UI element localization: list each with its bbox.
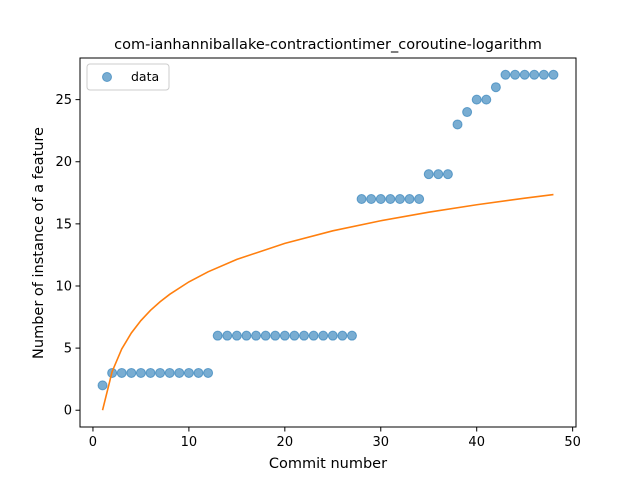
chart-title: com-ianhanniballake-contractiontimer_cor…	[114, 37, 542, 53]
data-point	[116, 367, 127, 378]
data-point	[500, 69, 511, 80]
data-point	[308, 330, 319, 341]
x-tick-label: 0	[89, 435, 97, 450]
data-point	[183, 367, 194, 378]
data-point	[414, 194, 425, 205]
data-point	[385, 194, 396, 205]
fit-line	[101, 193, 554, 411]
data-point	[260, 330, 271, 341]
data-point	[548, 69, 559, 80]
legend-label-data: data	[131, 69, 159, 84]
data-point	[394, 194, 405, 205]
data-point	[155, 367, 166, 378]
legend-frame	[86, 63, 170, 91]
data-point	[126, 367, 137, 378]
data-point	[538, 69, 549, 80]
y-tick-label: 15	[55, 217, 72, 232]
x-tick-label: 30	[372, 435, 389, 450]
data-point	[222, 330, 233, 341]
axes-frame	[79, 57, 577, 428]
y-tick-label: 10	[55, 279, 72, 294]
data-point	[289, 330, 300, 341]
data-point	[519, 69, 530, 80]
x-tick-label: 10	[181, 435, 198, 450]
data-point	[471, 94, 482, 105]
x-tick-label: 20	[277, 435, 294, 450]
x-axis-title: Commit number	[269, 456, 387, 472]
data-point	[337, 330, 348, 341]
data-point	[481, 94, 492, 105]
data-point	[203, 367, 214, 378]
data-point	[356, 194, 367, 205]
data-point	[423, 169, 434, 180]
data-point	[97, 380, 108, 391]
data-point	[318, 330, 329, 341]
data-point	[299, 330, 310, 341]
data-point	[462, 107, 473, 118]
data-point	[241, 330, 252, 341]
data-point	[279, 330, 290, 341]
data-point	[346, 330, 357, 341]
y-tick-label: 20	[55, 155, 72, 170]
data-point	[529, 69, 540, 80]
data-point	[442, 169, 453, 180]
y-tick-label: 0	[64, 404, 72, 419]
data-point	[375, 194, 386, 205]
data-point	[145, 367, 156, 378]
data-point	[174, 367, 185, 378]
data-point	[510, 69, 521, 80]
x-tick-label: 40	[468, 435, 485, 450]
data-point	[366, 194, 377, 205]
data-point	[193, 367, 204, 378]
data-point	[212, 330, 223, 341]
data-point	[164, 367, 175, 378]
data-point	[404, 194, 415, 205]
x-tick-label: 50	[564, 435, 581, 450]
legend-marker-data	[102, 72, 112, 82]
data-point	[270, 330, 281, 341]
data-point	[231, 330, 242, 341]
data-point	[490, 82, 501, 93]
data-point	[327, 330, 338, 341]
axes: 0 10 20 30 40 50 0 5 10 15 20 25	[55, 57, 581, 450]
data-point	[433, 169, 444, 180]
data-point	[251, 330, 262, 341]
plot-area	[97, 69, 559, 411]
y-tick-label: 5	[64, 342, 72, 357]
y-tick-label: 25	[55, 93, 72, 108]
data-point	[452, 119, 463, 130]
y-axis-title: Number of instance of a feature	[31, 127, 47, 359]
legend: data	[86, 63, 170, 91]
data-point	[135, 367, 146, 378]
